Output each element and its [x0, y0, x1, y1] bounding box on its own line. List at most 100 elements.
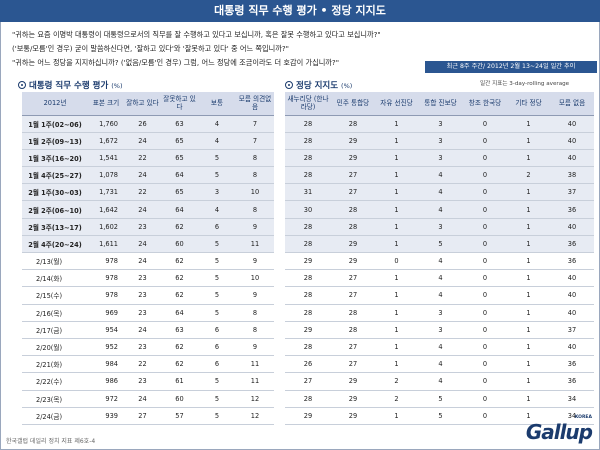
party-cell: 34	[550, 407, 594, 425]
approval-weekly-row: 2월 3주(13~17) 1,602 23 62 6 9	[22, 218, 274, 236]
party-cell: 4	[418, 166, 463, 185]
approval-cell: 2/21(화)	[22, 355, 88, 374]
approval-cell: 6	[198, 321, 236, 339]
party-header-cell: 자유 선진당	[375, 92, 418, 116]
approval-cell: 2/17(금)	[22, 321, 88, 339]
party-cell: 28	[285, 269, 331, 288]
party-cell: 1	[375, 304, 418, 322]
party-cell: 40	[550, 149, 594, 168]
approval-cell: 9	[236, 286, 274, 305]
party-cell: 40	[550, 115, 594, 133]
party-cell: 1	[375, 149, 418, 168]
party-cell: 27	[331, 338, 375, 357]
approval-header-cell: 잘못하고 있다	[161, 92, 198, 116]
target-circle-icon	[18, 81, 26, 89]
approval-cell: 23	[124, 269, 161, 288]
party-cell: 1	[507, 235, 550, 254]
party-cell: 0	[463, 183, 507, 202]
approval-cell: 62	[161, 338, 198, 357]
party-table: 새누리당 (한나라당) 민주 통합당 자유 선진당 통합 진보당 창조 한국당 기타 정당…	[285, 92, 594, 425]
approval-cell: 1,078	[88, 166, 124, 185]
approval-cell: 2/23(목)	[22, 390, 88, 408]
approval-cell: 984	[88, 355, 124, 374]
approval-cell: 60	[161, 235, 198, 254]
rolling-average-note: 일간 지표는 3-day-rolling average	[480, 81, 570, 87]
approval-cell: 23	[124, 338, 161, 357]
party-header-cell: 창조 한국당	[463, 92, 507, 116]
party-cell: 0	[463, 321, 507, 339]
party-cell: 0	[463, 269, 507, 288]
party-cell: 0	[463, 338, 507, 357]
party-cell: 0	[463, 304, 507, 322]
party-cell: 36	[550, 252, 594, 271]
party-cell: 4	[418, 372, 463, 391]
approval-cell: 62	[161, 269, 198, 288]
party-cell: 1	[507, 269, 550, 288]
party-daily-row: 28 27 1 4 0 1 40	[285, 286, 594, 305]
party-cell: 1	[507, 183, 550, 202]
party-cell: 4	[418, 338, 463, 357]
approval-daily-row: 2/14(화) 978 23 62 5 10	[22, 269, 274, 288]
party-daily-row: 28 27 1 4 0 1 40	[285, 269, 594, 288]
party-cell: 3	[418, 304, 463, 322]
approval-cell: 62	[161, 355, 198, 374]
approval-daily-row: 2/21(화) 984 22 62 6 11	[22, 355, 274, 374]
party-cell: 27	[331, 166, 375, 185]
party-cell: 27	[285, 372, 331, 391]
party-cell: 27	[331, 286, 375, 305]
approval-cell: 11	[236, 355, 274, 374]
party-cell: 40	[550, 218, 594, 236]
party-cell: 3	[418, 115, 463, 133]
approval-cell: 5	[198, 407, 236, 425]
party-cell: 29	[331, 372, 375, 391]
approval-cell: 63	[161, 321, 198, 339]
approval-cell: 62	[161, 252, 198, 271]
party-weekly-row: 28 29 1 5 0 1 36	[285, 235, 594, 254]
approval-cell: 8	[236, 166, 274, 185]
party-cell: 0	[463, 407, 507, 425]
party-cell: 4	[418, 183, 463, 202]
approval-cell: 2월 3주(13~17)	[22, 218, 88, 236]
approval-cell: 5	[198, 304, 236, 322]
party-cell: 1	[375, 338, 418, 357]
approval-cell: 1월 3주(16~20)	[22, 149, 88, 168]
approval-cell: 1월 1주(02~06)	[22, 115, 88, 133]
party-cell: 36	[550, 372, 594, 391]
approval-cell: 2월 1주(30~03)	[22, 183, 88, 202]
approval-daily-row: 2/17(금) 954 24 63 6 8	[22, 321, 274, 339]
party-cell: 1	[507, 338, 550, 357]
approval-cell: 65	[161, 149, 198, 168]
party-cell: 1	[375, 218, 418, 236]
approval-cell: 986	[88, 372, 124, 391]
approval-cell: 969	[88, 304, 124, 322]
party-cell: 0	[463, 235, 507, 254]
approval-weekly-row: 1월 3주(16~20) 1,541 22 65 5 8	[22, 149, 274, 168]
approval-cell: 1,672	[88, 132, 124, 150]
approval-cell: 11	[236, 235, 274, 254]
approval-cell: 5	[198, 149, 236, 168]
party-cell: 31	[285, 183, 331, 202]
party-cell: 1	[507, 286, 550, 305]
party-cell: 29	[331, 407, 375, 425]
approval-cell: 24	[124, 132, 161, 150]
party-daily-row: 28 28 1 3 0 1 40	[285, 304, 594, 322]
party-cell: 0	[463, 200, 507, 219]
approval-cell: 8	[236, 200, 274, 219]
approval-cell: 9	[236, 252, 274, 271]
party-cell: 0	[463, 166, 507, 185]
approval-cell: 6	[198, 355, 236, 374]
party-cell: 27	[331, 183, 375, 202]
party-cell: 40	[550, 269, 594, 288]
approval-cell: 5	[198, 390, 236, 408]
approval-cell: 64	[161, 166, 198, 185]
approval-weekly-row: 1월 1주(02~06) 1,760 26 63 4 7	[22, 115, 274, 133]
party-cell: 1	[507, 200, 550, 219]
approval-cell: 12	[236, 390, 274, 408]
party-cell: 1	[375, 166, 418, 185]
approval-cell: 2/24(금)	[22, 407, 88, 425]
party-daily-row: 28 29 2 5 0 1 34	[285, 390, 594, 408]
approval-cell: 64	[161, 200, 198, 219]
party-cell: 1	[375, 200, 418, 219]
approval-cell: 1,760	[88, 115, 124, 133]
approval-cell: 65	[161, 183, 198, 202]
